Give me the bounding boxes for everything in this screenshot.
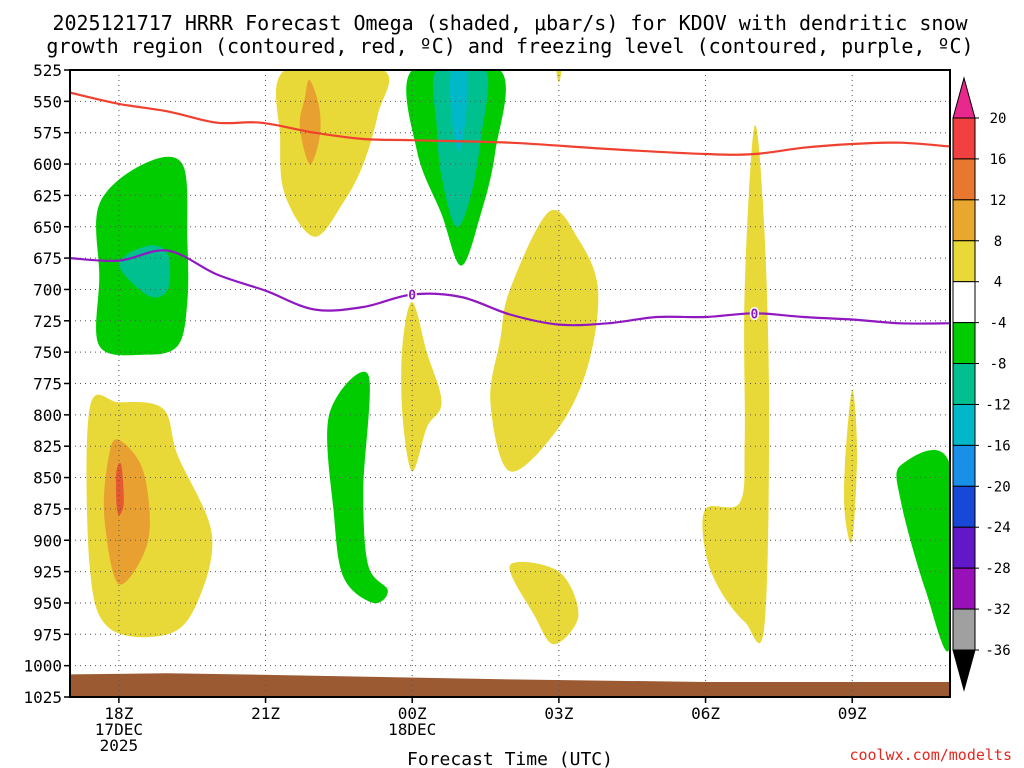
colorbar-segment-5 [952,322,976,365]
omega-region-10 [327,371,388,604]
y-tick-label-900: 900 [33,531,62,550]
x-tick-label-09Z-0: 09Z [838,704,867,723]
colorbar-segment-8 [952,444,976,487]
colorbar: 20 16 12 8 4 -4 -8 -12 -16 -20 -24 -28 -32 -36 [952,76,1011,692]
freezing-label-1: 0 [751,307,759,322]
y-axis-ticks: 525 550 575 600 625 650 675 700 725 750 775 800 825 8… [23,61,70,707]
colorbar-segment-12 [952,608,976,651]
colorbar-segment-4 [952,281,976,324]
chart-title-line1: 2025121717 HRRR Forecast Omega (shaded, … [52,11,968,35]
dendritic-line-red [70,91,950,156]
colorbar-segment-10 [952,526,976,569]
colorbar-segment-6 [952,363,976,405]
colorbar-label-7: -12 [985,397,1010,413]
omega-region-14 [702,125,770,644]
y-tick-label-650: 650 [33,218,62,237]
y-tick-label-600: 600 [33,155,62,174]
y-tick-label-975: 975 [33,625,62,644]
colorbar-label-4: 4 [994,275,1002,291]
x-tick-label-18Z-2: 2025 [100,736,139,755]
y-tick-label-875: 875 [33,500,62,519]
colorbar-label-2: 12 [990,193,1007,209]
colorbar-label-6: -8 [990,357,1007,373]
x-tick-label-06Z-0: 06Z [691,704,720,723]
omega-region-13 [509,561,579,645]
y-tick-label-550: 550 [33,92,62,111]
colorbar-segment-3 [952,240,976,283]
credit-text: coolwx.com/modelts [849,746,1012,764]
colorbar-segment-1 [952,158,976,201]
colorbar-label-12: -32 [985,602,1010,618]
colorbar-top-triangle [952,76,976,119]
omega-region-12 [490,209,599,472]
colorbar-segment-9 [952,485,976,528]
x-tick-label-21Z-0: 21Z [251,704,280,723]
x-tick-label-18Z-1: 17DEC [95,720,143,739]
y-tick-label-1000: 1000 [23,657,62,676]
colorbar-segment-7 [952,403,976,446]
y-tick-label-850: 850 [33,469,62,488]
x-tick-label-00Z-0: 00Z [398,704,427,723]
x-tick-label-18Z-0: 18Z [104,704,133,723]
omega-region-15 [844,389,858,543]
x-tick-label-00Z-1: 18DEC [388,720,436,739]
contour-labels: 00 [407,287,760,324]
omega-region-11 [401,301,442,472]
colorbar-label-9: -20 [985,479,1010,495]
colorbar-bottom-triangle [952,649,976,692]
colorbar-segment-0 [952,117,976,160]
y-tick-label-750: 750 [33,343,62,362]
ground-fill [70,673,950,697]
y-tick-label-1025: 1025 [23,688,62,707]
y-tick-label-725: 725 [33,312,62,331]
omega-region-17 [556,70,562,83]
colorbar-segment-2 [952,199,976,242]
colorbar-label-13: -36 [985,643,1010,659]
y-tick-label-925: 925 [33,563,62,582]
colorbar-label-10: -24 [985,520,1010,536]
y-tick-label-525: 525 [33,61,62,80]
omega-region-0 [276,70,390,237]
colorbar-label-5: -4 [990,316,1007,332]
y-tick-label-575: 575 [33,124,62,143]
colorbar-label-3: 8 [994,234,1002,250]
chart-title-line2: growth region (contoured, red, ºC) and f… [46,34,973,58]
omega-region-4 [449,70,468,152]
y-tick-label-700: 700 [33,280,62,299]
y-tick-label-775: 775 [33,375,62,394]
x-tick-label-03Z-0: 03Z [544,704,573,723]
omega-region-9 [115,462,124,516]
omega-region-8 [103,439,150,585]
colorbar-label-8: -16 [985,438,1010,454]
y-tick-label-675: 675 [33,249,62,268]
freezing-line-purple [70,249,950,327]
omega-region-3 [432,70,489,227]
y-tick-label-950: 950 [33,594,62,613]
y-tick-label-625: 625 [33,186,62,205]
colorbar-label-11: -28 [985,561,1010,577]
ground-surface [70,673,950,697]
colorbar-label-0: 20 [990,111,1007,127]
omega-region-16 [896,450,950,652]
contour-lines [70,91,950,327]
colorbar-label-1: 16 [990,152,1007,168]
freezing-label-0: 0 [408,288,416,303]
grid-lines [70,69,950,698]
x-axis-label: Forecast Time (UTC) [407,749,613,768]
omega-shaded-regions [86,70,950,652]
y-tick-label-825: 825 [33,437,62,456]
y-tick-label-800: 800 [33,406,62,425]
colorbar-segment-11 [952,567,976,610]
